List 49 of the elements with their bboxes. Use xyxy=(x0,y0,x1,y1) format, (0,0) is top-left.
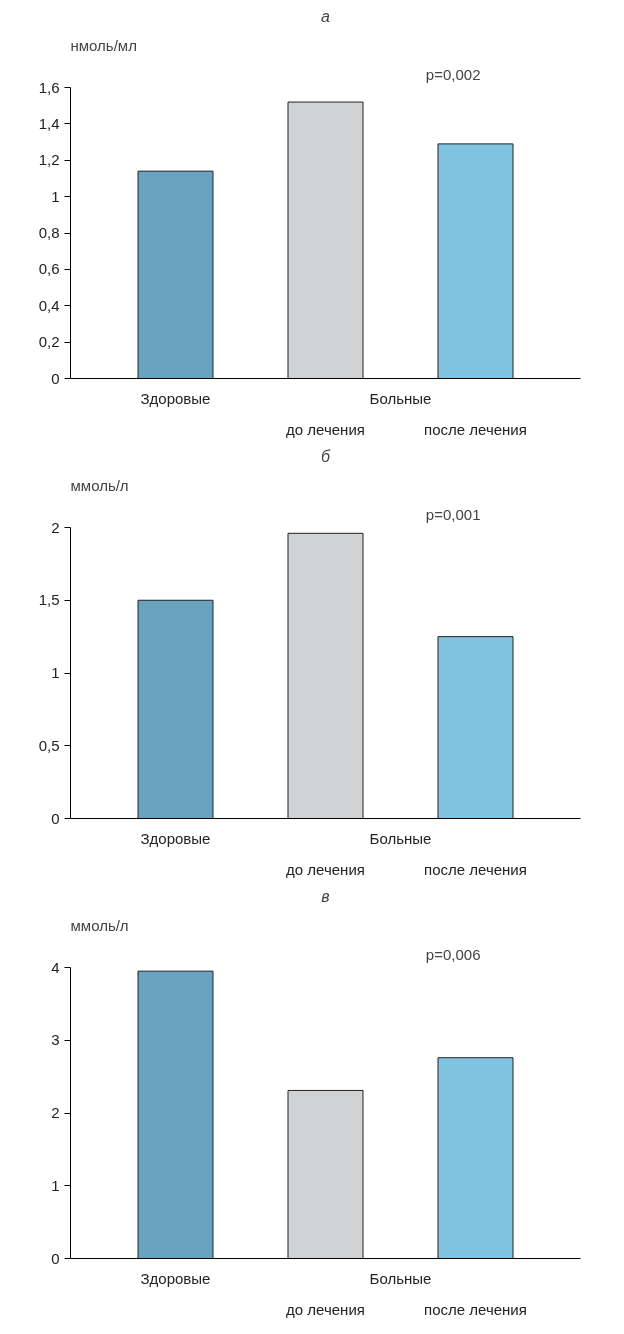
bar xyxy=(137,599,214,819)
text: Больные xyxy=(369,829,432,847)
x-tick-label: до лечения xyxy=(286,860,365,878)
y-tick-label: 3 xyxy=(51,1031,60,1049)
y-axis-title: ммоль/л xyxy=(70,476,129,494)
text: p=0,002 xyxy=(425,65,481,83)
bar xyxy=(437,636,514,819)
bar xyxy=(287,1089,364,1259)
x-tick-label: до лечения xyxy=(286,420,365,438)
chart-title: а xyxy=(321,7,331,25)
text: Больные xyxy=(369,1269,432,1287)
y-tick-label: 1,5 xyxy=(38,591,60,609)
y-tick-label: 4 xyxy=(51,958,60,976)
y-tick-label: 1 xyxy=(51,1176,60,1194)
bar xyxy=(137,970,214,1259)
y-tick-label: 1 xyxy=(51,664,60,681)
bar xyxy=(287,532,364,819)
y-tick-label: 2 xyxy=(51,1104,60,1121)
x-tick-label: Здоровые xyxy=(140,389,211,407)
y-tick-label: 0 xyxy=(51,369,60,387)
bar xyxy=(287,101,364,379)
x-tick-label: после лечения xyxy=(424,420,527,438)
y-tick-label: 1 xyxy=(51,187,60,205)
text: p=0,006 xyxy=(425,945,481,963)
y-tick-label: 0,5 xyxy=(38,736,60,754)
bar xyxy=(437,143,514,379)
y-tick-label: 1,6 xyxy=(38,78,60,96)
y-axis-title: нмоль/мл xyxy=(70,36,137,54)
chart-title: в xyxy=(321,887,330,905)
x-tick-label: Здоровые xyxy=(140,1269,211,1287)
bar xyxy=(437,1057,514,1259)
y-tick-label: 1,4 xyxy=(38,114,60,132)
text: p=0,001 xyxy=(425,505,481,523)
y-tick-label: 0 xyxy=(51,1249,60,1267)
x-tick-label: после лечения xyxy=(424,1300,527,1318)
text: Больные xyxy=(369,389,432,407)
x-tick-label: Здоровые xyxy=(140,829,211,847)
y-tick-label: 0,4 xyxy=(38,296,60,314)
y-tick-label: 1,2 xyxy=(38,151,60,169)
x-tick-label: после лечения xyxy=(424,860,527,878)
x-tick-label: до лечения xyxy=(286,1300,365,1318)
y-tick-label: 0,8 xyxy=(38,224,60,241)
y-axis-title: ммоль/л xyxy=(70,916,129,934)
y-tick-label: 0,6 xyxy=(38,260,60,278)
chart-title: б xyxy=(321,447,331,465)
y-tick-label: 2 xyxy=(51,518,60,536)
y-tick-label: 0 xyxy=(51,809,60,827)
y-tick-label: 0,2 xyxy=(38,333,60,351)
bar xyxy=(137,170,214,379)
